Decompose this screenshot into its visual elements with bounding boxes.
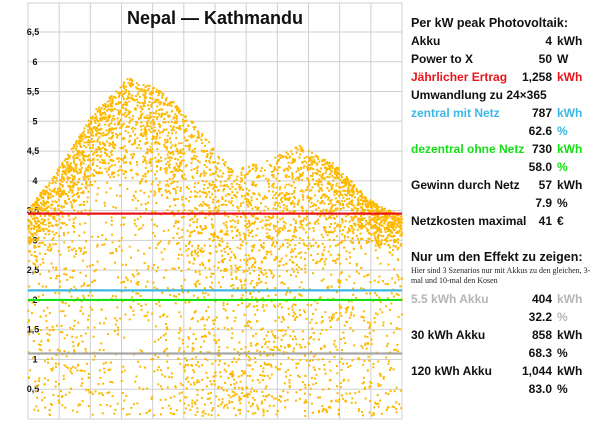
chart-title: Nepal — Kathmandu <box>126 8 304 28</box>
ptx-value: 50 <box>538 52 552 66</box>
ptx-unit: W <box>557 52 569 66</box>
s3-label: 120 kWh Akku <box>411 364 492 378</box>
dezentral-unit: kWh <box>557 142 583 156</box>
akku-label: Akku <box>411 34 441 48</box>
zentral-label: zentral mit Netz <box>411 106 500 120</box>
row-s2: 30 kWh Akku 858 kWh <box>411 328 596 344</box>
zentral-unit: kWh <box>557 106 583 120</box>
row-dezentral: dezentral ohne Netz 730 kWh <box>411 142 596 158</box>
ertrag-value: 1,258 <box>521 70 552 84</box>
row-ptx: Power to X 50 W <box>411 52 596 68</box>
s2-unit: kWh <box>557 328 583 342</box>
svg-text:3: 3 <box>32 235 37 245</box>
row-s3: 120 kWh Akku 1,044 kWh <box>411 364 596 380</box>
row-umwandlung: Umwandlung zu 24×365 <box>411 88 596 104</box>
ptx-label: Power to X <box>411 52 474 66</box>
row-zentral: zentral mit Netz 787 kWh <box>411 106 596 122</box>
s2-label: 30 kWh Akku <box>411 328 486 342</box>
row-gewinn: Gewinn durch Netz 57 kWh <box>411 178 596 194</box>
row-s2-pct: 68.3 % <box>411 346 596 362</box>
zentral-pct-unit: % <box>557 124 568 138</box>
effekt-heading: Nur um den Effekt zu zeigen: <box>411 250 583 264</box>
svg-text:0,5: 0,5 <box>27 384 40 394</box>
netzkosten-unit: € <box>557 214 564 228</box>
heading-text: Per kW peak Photovoltaik: <box>411 16 568 30</box>
row-ertrag: Jährlicher Ertrag 1,258 kWh <box>411 70 596 86</box>
svg-text:4: 4 <box>32 176 37 186</box>
dezentral-label: dezentral ohne Netz <box>411 142 525 156</box>
s3-pct-unit: % <box>557 382 568 396</box>
s3-pct: 83.0 <box>528 382 552 396</box>
row-akku: Akku 4 kWh <box>411 34 596 50</box>
effekt-note: Hier sind 3 Szenarios nur mit Akkus zu d… <box>411 266 591 285</box>
s2-pct-unit: % <box>557 346 568 360</box>
row-effekt-heading: Nur um den Effekt zu zeigen: <box>411 250 596 266</box>
netzkosten-value: 41 <box>538 214 552 228</box>
gewinn-pct: 7.9 <box>535 196 552 210</box>
s3-unit: kWh <box>557 364 583 378</box>
row-dezentral-pct: 58.0 % <box>411 160 596 176</box>
zentral-value: 787 <box>531 106 552 120</box>
grid-lines <box>27 2 403 420</box>
svg-text:1: 1 <box>32 354 37 364</box>
scatter-chart: 0,511,522,533,544,555,566,5 <box>27 2 403 420</box>
row-gewinn-pct: 7.9 % <box>411 196 596 212</box>
row-s1-pct: 32.2 % <box>411 310 596 326</box>
data-points <box>27 77 403 417</box>
s1-pct-unit: % <box>557 310 568 324</box>
svg-text:6: 6 <box>32 57 37 67</box>
zentral-pct: 62.6 <box>528 124 552 138</box>
s1-value: 404 <box>531 292 552 306</box>
gewinn-label: Gewinn durch Netz <box>411 178 520 192</box>
svg-text:5,5: 5,5 <box>27 87 40 97</box>
gewinn-value: 57 <box>538 178 552 192</box>
akku-unit: kWh <box>557 34 583 48</box>
akku-value: 4 <box>545 34 552 48</box>
svg-text:1,5: 1,5 <box>27 325 40 335</box>
s1-label: 5.5 kWh Akku <box>411 292 489 306</box>
gewinn-unit: kWh <box>557 178 583 192</box>
s1-pct: 32.2 <box>528 310 552 324</box>
svg-text:3,5: 3,5 <box>27 206 40 216</box>
dezentral-pct: 58.0 <box>528 160 552 174</box>
panel-heading: Per kW peak Photovoltaik: <box>411 16 596 32</box>
dezentral-pct-unit: % <box>557 160 568 174</box>
s3-value: 1,044 <box>521 364 552 378</box>
dezentral-value: 730 <box>531 142 552 156</box>
ertrag-label: Jährlicher Ertrag <box>411 70 508 84</box>
s2-value: 858 <box>531 328 552 342</box>
s1-unit: kWh <box>557 292 583 306</box>
row-zentral-pct: 62.6 % <box>411 124 596 140</box>
row-s1: 5.5 kWh Akku 404 kWh <box>411 292 596 308</box>
svg-text:6,5: 6,5 <box>27 27 40 37</box>
s2-pct: 68.3 <box>528 346 552 360</box>
ertrag-unit: kWh <box>557 70 583 84</box>
reference-lines <box>28 212 402 355</box>
row-s3-pct: 83.0 % <box>411 382 596 398</box>
svg-text:2,5: 2,5 <box>27 265 40 275</box>
svg-text:5: 5 <box>32 116 37 126</box>
umwandlung-label: Umwandlung zu 24×365 <box>411 88 547 102</box>
netzkosten-label: Netzkosten maximal <box>411 214 527 228</box>
gewinn-pct-unit: % <box>557 196 568 210</box>
row-netzkosten: Netzkosten maximal 41 € <box>411 214 596 230</box>
svg-text:4,5: 4,5 <box>27 146 40 156</box>
